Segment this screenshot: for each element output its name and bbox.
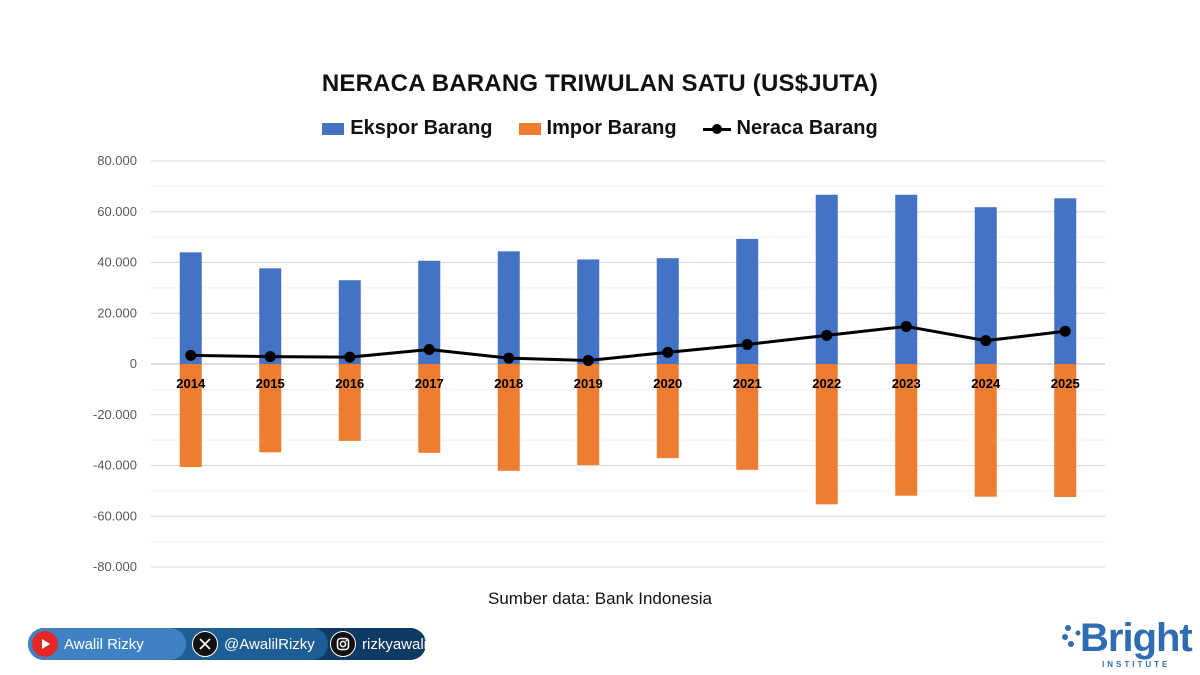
label-layer: 80.000 60.000 40.000 20.000 0 -20.000 -40.000 -…: [93, 153, 1080, 574]
y-tick-label: -80.000: [93, 559, 137, 574]
legend-swatch-ekspor: [322, 122, 345, 135]
point-neraca: [980, 335, 992, 347]
y-tick-label: -60.000: [93, 508, 137, 523]
x-tick-label: 2017: [415, 376, 444, 391]
bar-ekspor: [259, 268, 282, 364]
bar-impor: [577, 364, 600, 465]
point-neraca: [821, 329, 833, 341]
point-neraca: [662, 346, 674, 358]
social-bar: Awalil Rizky @AwalilRizky rizkyawalil: [28, 628, 430, 660]
x-tick-label: 2020: [653, 376, 682, 391]
point-neraca: [264, 351, 276, 363]
bar-ekspor: [736, 238, 759, 364]
bar-impor: [418, 364, 441, 453]
point-neraca: [582, 354, 594, 366]
bar-ekspor: [497, 251, 520, 364]
x-handle: @AwalilRizky: [224, 635, 315, 653]
legend-swatch-neraca: [702, 122, 731, 136]
legend-label-ekspor: Ekspor Barang: [350, 117, 493, 139]
x-tick-label: 2019: [574, 376, 603, 391]
x-tick-label: 2025: [1051, 376, 1080, 391]
bar-ekspor: [418, 260, 441, 364]
point-neraca: [1059, 325, 1071, 337]
bar-impor: [895, 364, 918, 496]
bar-impor: [259, 364, 282, 453]
y-tick-label: -40.000: [93, 458, 137, 473]
y-tick-label: 20.000: [97, 305, 137, 320]
bar-layer: [179, 194, 1077, 505]
y-tick-label: 0: [130, 356, 137, 371]
youtube-link[interactable]: Awalil Rizky: [28, 628, 186, 660]
brand-dots-icon: [1062, 625, 1081, 647]
y-tick-label: 60.000: [97, 204, 137, 219]
youtube-handle: Awalil Rizky: [64, 635, 144, 653]
legend-label-impor: Impor Barang: [546, 117, 677, 139]
chart-title: NERACA BARANG TRIWULAN SATU (US$JUTA): [321, 70, 879, 97]
y-tick-label: 80.000: [97, 153, 137, 168]
x-tick-label: 2014: [176, 376, 206, 391]
bar-impor: [974, 364, 997, 497]
bar-impor: [1054, 364, 1077, 497]
x-tick-label: 2021: [733, 376, 762, 391]
bright-institute-logo: Bright INSTITUTE: [1062, 616, 1193, 669]
legend-item-ekspor: Ekspor Barang: [322, 117, 493, 140]
legend-swatch-impor: [518, 122, 541, 135]
y-tick-label: -20.000: [93, 407, 137, 422]
bar-impor: [497, 364, 520, 471]
bar-ekspor: [338, 280, 361, 364]
bar-impor: [338, 364, 361, 441]
bar-ekspor: [815, 194, 838, 364]
x-tick-label: 2016: [335, 376, 364, 391]
point-neraca: [344, 351, 356, 363]
x-tick-label: 2023: [892, 376, 921, 391]
bar-ekspor: [577, 259, 600, 364]
legend-label-neraca: Neraca Barang: [736, 117, 878, 139]
point-neraca: [900, 320, 912, 332]
grid-layer: [151, 160, 1105, 568]
youtube-icon: [32, 631, 58, 657]
bar-ekspor: [895, 194, 918, 364]
bar-impor: [736, 364, 759, 470]
instagram-handle: rizkyawalil: [362, 635, 431, 653]
legend-item-impor: Impor Barang: [518, 117, 677, 140]
point-neraca: [503, 352, 515, 364]
point-neraca: [741, 338, 753, 350]
line-neraca: [190, 324, 1066, 362]
bar-ekspor: [179, 252, 202, 364]
legend-item-neraca: Neraca Barang: [702, 117, 878, 140]
brand-name: Bright: [1080, 616, 1193, 660]
bar-ekspor: [656, 258, 679, 364]
point-neraca: [185, 349, 197, 361]
bar-ekspor: [974, 207, 997, 364]
x-tick-label: 2018: [494, 376, 523, 391]
x-tick-label: 2022: [812, 376, 841, 391]
x-link[interactable]: @AwalilRizky: [158, 628, 328, 660]
instagram-icon: [330, 631, 356, 657]
bar-ekspor: [1054, 198, 1077, 364]
x-logo-icon: [192, 631, 218, 657]
point-neraca: [423, 344, 435, 356]
y-tick-label: 40.000: [97, 255, 137, 270]
x-tick-label: 2024: [971, 376, 1001, 391]
source-note: Sumber data: Bank Indonesia: [488, 589, 712, 608]
bar-impor: [815, 364, 838, 505]
bar-impor: [656, 364, 679, 459]
line-layer: [185, 320, 1071, 366]
chart-legend: Ekspor Barang Impor Barang Neraca Barang: [0, 117, 1200, 140]
brand-sub: INSTITUTE: [1102, 660, 1171, 669]
bar-impor: [179, 364, 202, 468]
x-tick-label: 2015: [256, 376, 285, 391]
